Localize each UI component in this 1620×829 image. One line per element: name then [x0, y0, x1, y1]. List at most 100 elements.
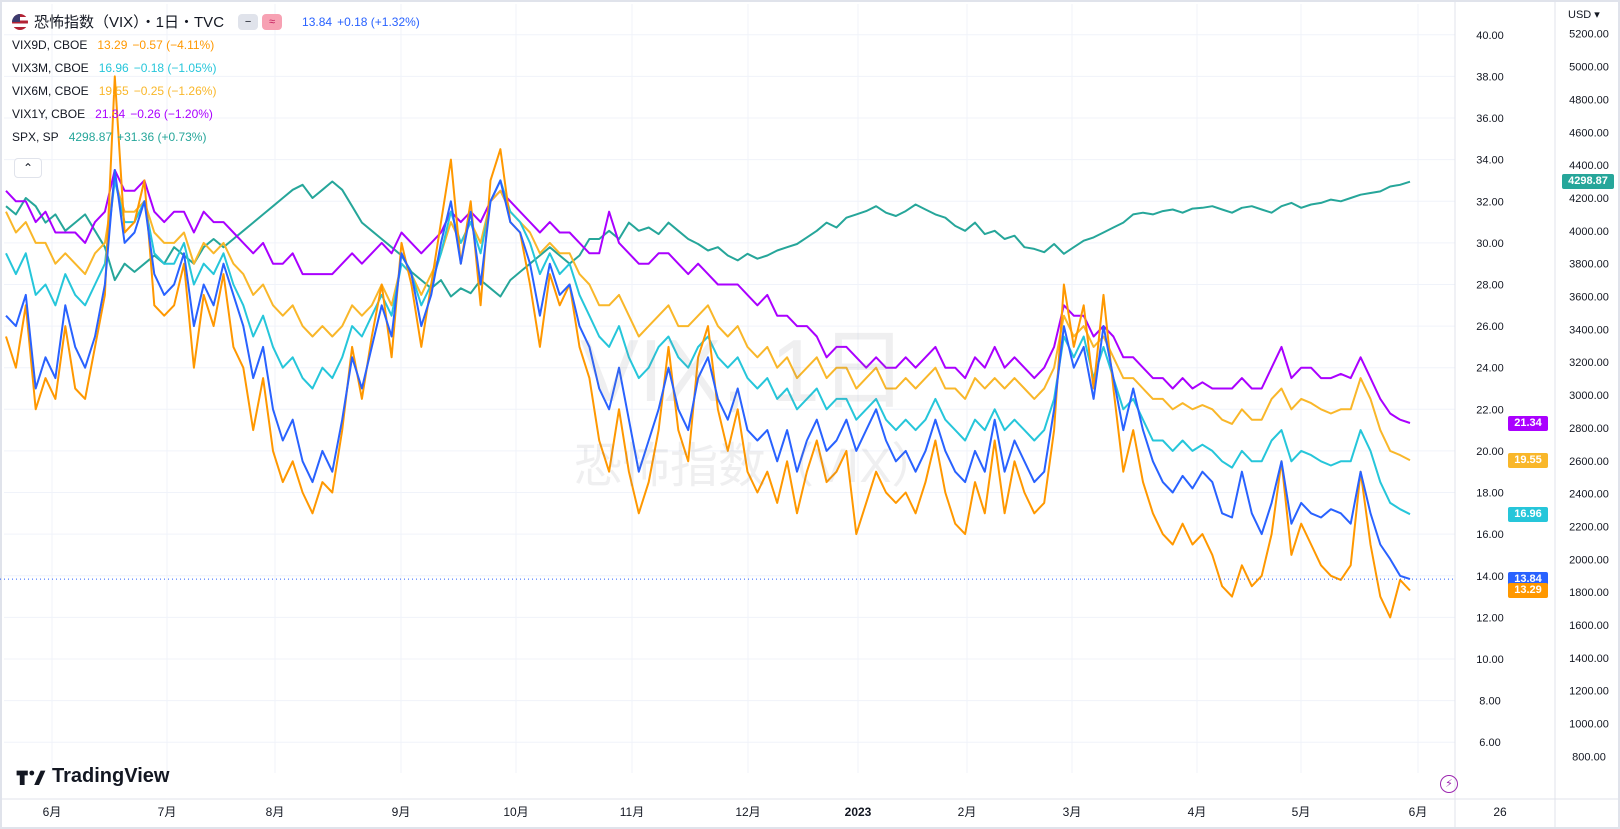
legend-symbol: VIX3M, CBOE [12, 61, 89, 75]
x-axis-tick: 2023 [845, 805, 872, 819]
right-axis-tick: 2000.00 [1569, 554, 1609, 566]
series-line-spx[interactable] [5, 180, 1411, 298]
left-axis-tick: 36.00 [1476, 113, 1504, 125]
currency-label: USD [1568, 9, 1592, 21]
legend-symbol: VIX9D, CBOE [12, 38, 88, 52]
right-axis-tick: 2800.00 [1569, 423, 1609, 435]
price-tag-vix3m: 16.96 [1508, 506, 1548, 522]
right-axis-tick: 3000.00 [1569, 390, 1609, 402]
left-axis-tick: 20.00 [1476, 446, 1504, 458]
right-axis-tick: 4800.00 [1569, 94, 1609, 106]
x-axis-tick: 6月 [1409, 805, 1428, 819]
legend-value: 13.29 [97, 38, 128, 52]
wave-toggle-icon[interactable]: ≈ [262, 14, 283, 30]
series-line-vix6m[interactable] [5, 179, 1411, 462]
right-axis-tick: 3800.00 [1569, 259, 1609, 271]
legend-change: −0.26 (−1.20%) [130, 107, 213, 121]
tradingview-logo[interactable]: TradingView [16, 765, 169, 788]
left-axis-tick: 28.00 [1476, 279, 1504, 291]
series-line-vix3m[interactable] [5, 179, 1411, 516]
x-axis-tick: 6月 [43, 805, 62, 819]
legend-value: 19.55 [98, 84, 129, 98]
right-axis-tick: 2400.00 [1569, 489, 1609, 501]
legend-change: −0.57 (−4.11%) [132, 38, 215, 52]
right-axis-tick: 5200.00 [1569, 29, 1609, 41]
legend-title-row[interactable]: 恐怖指数（VIX）・1日・TVC − ≈ 13.84 +0.18 (+1.32%… [12, 10, 420, 34]
legend-change: −0.18 (−1.05%) [133, 61, 217, 75]
watermark-name: 恐怖指数（VIX） [574, 440, 940, 493]
left-axis-tick: 12.00 [1476, 612, 1504, 624]
left-axis-tick: 38.00 [1476, 71, 1504, 83]
currency-selector[interactable]: USD ▾ [1568, 9, 1600, 21]
legend-row[interactable]: VIX6M, CBOE 19.55 −0.25 (−1.26%) [12, 80, 420, 103]
legend: 恐怖指数（VIX）・1日・TVC − ≈ 13.84 +0.18 (+1.32%… [12, 10, 420, 149]
collapse-legend-button[interactable]: ⌃ [14, 158, 42, 178]
x-axis-tick: 12月 [735, 805, 760, 819]
legend-row[interactable]: VIX1Y, CBOE 21.34 −0.26 (−1.20%) [12, 103, 420, 126]
legend-value: 21.34 [95, 107, 126, 121]
right-axis-tick: 1200.00 [1569, 686, 1609, 698]
x-axis-tick: 5月 [1292, 805, 1311, 819]
price-tag-vix1y: 21.34 [1508, 415, 1548, 431]
right-axis-tick: 4600.00 [1569, 127, 1609, 139]
price-tag-vix: 13.84 [1508, 571, 1548, 587]
price-tag-vix6m: 19.55 [1508, 452, 1548, 468]
left-axis-tick: 24.00 [1476, 363, 1504, 375]
legend-symbol: SPX, SP [12, 130, 59, 144]
price-tag-vix9d: 13.29 [1508, 583, 1548, 599]
legend-row[interactable]: VIX3M, CBOE 16.96 −0.18 (−1.05%) [12, 57, 420, 80]
right-axis-tick: 800.00 [1572, 751, 1606, 763]
x-axis-tick: 10月 [503, 805, 528, 819]
left-axis-tick: 14.00 [1476, 571, 1504, 583]
chevron-up-icon: ⌃ [22, 161, 34, 175]
tradingview-brand: TradingView [52, 765, 170, 787]
x-axis-tick: 2月 [958, 805, 977, 819]
left-axis-tick: 32.00 [1476, 196, 1504, 208]
watermark-symbol: VIX, 1日 [580, 321, 908, 420]
left-axis-tick: 10.00 [1476, 654, 1504, 666]
left-axis-tick: 26.00 [1476, 321, 1504, 333]
x-axis-tick: 8月 [266, 805, 285, 819]
right-axis-tick: 4200.00 [1569, 193, 1609, 205]
legend-value: 16.96 [98, 61, 129, 75]
lightning-icon[interactable]: ⚡ [1440, 775, 1458, 793]
tradingview-logo-icon [16, 770, 46, 785]
right-axis-tick: 3200.00 [1569, 357, 1609, 369]
legend-change: −0.25 (−1.26%) [133, 84, 217, 98]
right-axis-tick: 1400.00 [1569, 653, 1609, 665]
right-axis-tick: 1000.00 [1569, 719, 1609, 731]
legend-change: +31.36 (+0.73%) [117, 130, 207, 144]
series-line-vix1y[interactable] [5, 169, 1411, 424]
right-axis-tick: 5000.00 [1569, 62, 1609, 74]
legend-symbol: VIX1Y, CBOE [12, 107, 86, 121]
x-axis-tick: 4月 [1188, 805, 1207, 819]
series-line-vix9d[interactable] [5, 75, 1411, 619]
x-axis-tick: 26 [1493, 805, 1507, 819]
left-axis-tick: 40.00 [1476, 30, 1504, 42]
series-lines [0, 75, 1455, 619]
legend-symbol: VIX6M, CBOE [12, 84, 89, 98]
left-axis-tick: 30.00 [1476, 238, 1504, 250]
x-axis-tick: 7月 [158, 805, 177, 819]
left-axis-tick: 8.00 [1479, 696, 1500, 708]
minus-toggle-icon[interactable]: − [238, 14, 259, 30]
right-axis-tick: 4000.00 [1569, 226, 1609, 238]
left-axis-tick: 34.00 [1476, 155, 1504, 167]
x-axis-tick: 11月 [620, 805, 644, 819]
right-axis-tick: 4400.00 [1569, 160, 1609, 172]
series-line-vix[interactable] [5, 169, 1411, 581]
legend-row[interactable]: VIX9D, CBOE 13.29 −0.57 (−4.11%) [12, 34, 420, 57]
main-value: 13.84 [302, 14, 333, 29]
us-flag-icon [12, 14, 28, 30]
legend-row[interactable]: SPX, SP 4298.87 +31.36 (+0.73%) [12, 126, 420, 149]
price-tag-spx: 4298.87 [1562, 174, 1614, 190]
left-axis-tick: 16.00 [1476, 529, 1504, 541]
chart-title[interactable]: 恐怖指数（VIX）・1日・TVC [34, 13, 225, 31]
right-axis-tick: 1800.00 [1569, 587, 1609, 599]
x-axis-tick: 3月 [1063, 805, 1082, 819]
legend-value: 4298.87 [68, 130, 113, 144]
right-axis-tick: 2600.00 [1569, 456, 1609, 468]
